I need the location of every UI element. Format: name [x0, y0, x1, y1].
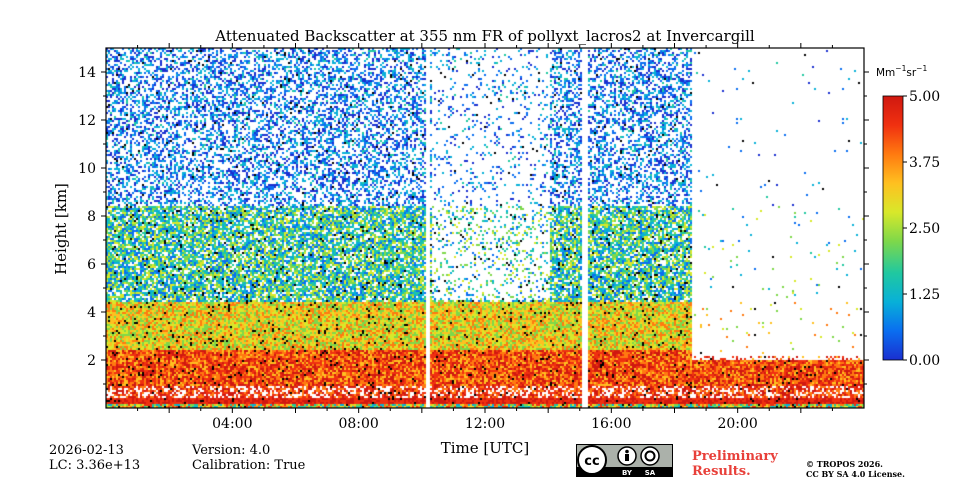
unit-base: Mm: [876, 67, 895, 79]
footer-version: Version: 4.0: [192, 443, 271, 458]
cc-icon: [577, 445, 607, 475]
copyright-line1: © TROPOS 2026.: [806, 459, 883, 469]
footer-lc: LC: 3.36e+13: [49, 458, 141, 473]
y-tick-label: 4: [87, 305, 96, 321]
footer-calibration: Calibration: True: [192, 458, 306, 473]
colorbar-tick-label: 3.75: [909, 155, 940, 171]
cc-license-badge: cc BY SA: [576, 444, 673, 477]
x-tick-label: 12:00: [465, 416, 505, 432]
cc-icon-text: cc: [584, 454, 599, 469]
preliminary-notice: Preliminary Results.: [692, 449, 778, 479]
by-label: BY: [622, 469, 633, 477]
colorbar: [882, 95, 904, 361]
heatmap-raster: [106, 48, 864, 408]
y-tick-label: 12: [78, 113, 96, 129]
copyright-notice: © TROPOS 2026. CC BY SA 4.0 License.: [806, 459, 905, 479]
y-axis-label: Height [km]: [52, 183, 70, 275]
y-tick-label: 2: [87, 353, 96, 369]
copyright-line2: CC BY SA 4.0 License.: [806, 469, 905, 479]
footer-left: 2026-02-13 LC: 3.36e+13: [49, 443, 140, 473]
x-tick-label: 08:00: [338, 416, 378, 432]
y-tick-label: 14: [78, 65, 96, 81]
x-axis-label: Time [UTC]: [441, 439, 530, 457]
unit-mid: sr: [906, 67, 916, 79]
footer-mid: Version: 4.0 Calibration: True: [192, 443, 305, 473]
unit-exp1: −1: [895, 64, 906, 73]
colorbar-tick-label: 5.00: [909, 89, 940, 105]
x-tick-label: 04:00: [212, 416, 252, 432]
sa-icon: [640, 446, 660, 466]
y-tick-label: 6: [87, 257, 96, 273]
colorbar-tick-label: 0.00: [909, 353, 940, 369]
chart-title: Attenuated Backscatter at 355 nm FR of p…: [214, 27, 755, 45]
x-tick-label: 20:00: [717, 416, 757, 432]
preliminary-line1: Preliminary: [692, 449, 778, 464]
y-tick-label: 10: [78, 161, 96, 177]
colorbar-unit: Mm−1sr−1: [876, 64, 927, 79]
backscatter-heatmap: [106, 48, 864, 408]
sa-label: SA: [645, 469, 656, 477]
y-tick-label: 8: [87, 209, 96, 225]
colorbar-tick-label: 1.25: [909, 287, 940, 303]
x-tick-label: 16:00: [591, 416, 631, 432]
unit-exp2: −1: [916, 64, 927, 73]
preliminary-line2: Results.: [692, 464, 751, 479]
footer-date: 2026-02-13: [49, 443, 124, 458]
colorbar-tick-label: 2.50: [909, 221, 940, 237]
